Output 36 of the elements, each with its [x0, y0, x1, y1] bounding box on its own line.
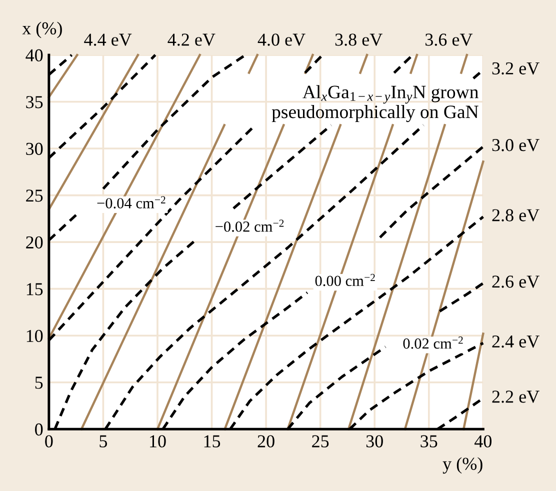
y-tick-label: 0: [35, 423, 43, 436]
series-label: 2.6 eV: [492, 276, 540, 288]
x-tick-label: 20: [258, 435, 274, 448]
y-tick-label: 35: [26, 96, 43, 108]
series-label: 2.8 eV: [492, 209, 540, 222]
x-tick-label: 40: [474, 435, 492, 448]
x-tick-label: 25: [312, 435, 329, 448]
series-label: 3.8 eV: [335, 34, 382, 46]
series-label: 2.4 eV: [492, 335, 540, 348]
x-tick-label: 10: [150, 435, 166, 448]
x-tick-label: 5: [100, 435, 108, 448]
annotation: 0.00 cm$^{−2}$: [315, 274, 375, 286]
x-tick-label: 0: [45, 435, 53, 448]
y-tick-label: 40: [26, 49, 43, 62]
y-tick-label: 25: [26, 190, 43, 202]
series-label: 2.2 eV: [492, 390, 540, 403]
y-tick-label: 15: [26, 283, 43, 296]
x-tick-label: 30: [366, 435, 383, 448]
y-tick-label: 10: [26, 330, 43, 342]
series-label: 4.2 eV: [168, 34, 216, 46]
y-tick-label: 5: [35, 376, 43, 389]
annotation: −0.02 cm$^{−2}$: [216, 220, 284, 232]
x-tick-label: 35: [420, 435, 438, 448]
y-tick-label: 20: [26, 236, 43, 249]
annotation: −0.04 cm$^{−2}$: [97, 196, 166, 208]
annotation: 0.02 cm$^{−2}$: [403, 336, 463, 349]
y-tick-label: 30: [26, 142, 43, 155]
annotation: Al$_{x}$Ga$_{1−x−y}$In$_{y}$N grown pseudomorphically on GaN: [272, 85, 478, 122]
x-axis-title: y (%): [442, 457, 482, 474]
y-axis-title: x (%): [22, 22, 62, 38]
series-label: 3.2 eV: [492, 62, 540, 75]
series-label: 4.4 eV: [84, 34, 132, 46]
series-label: 3.0 eV: [492, 138, 540, 152]
series-label: 3.6 eV: [426, 34, 473, 46]
series-label: 4.0 eV: [258, 34, 306, 46]
x-tick-label: 15: [204, 435, 220, 448]
